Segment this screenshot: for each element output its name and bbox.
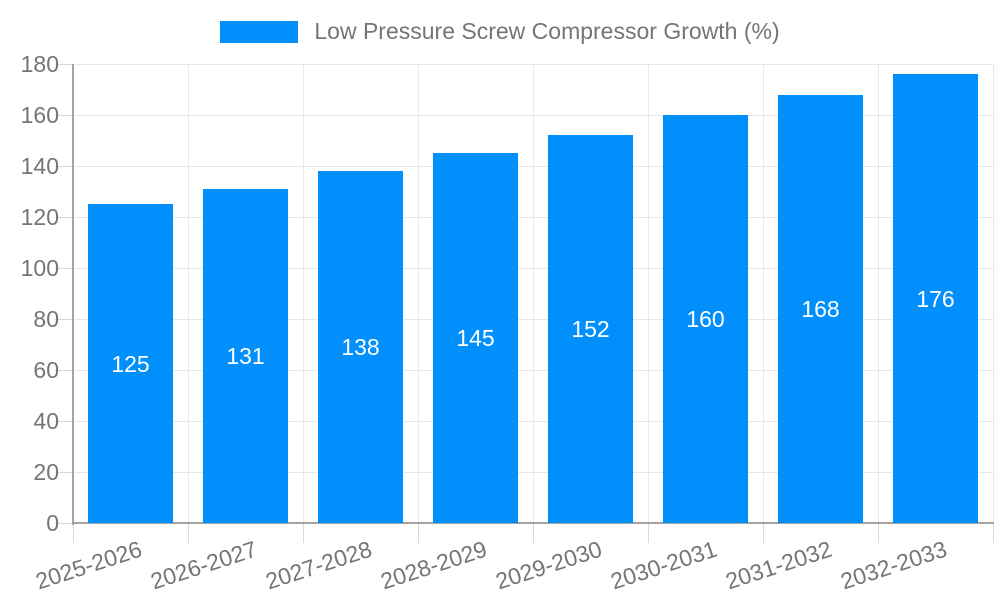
legend-swatch-icon: [220, 20, 299, 43]
x-gridline: [417, 64, 419, 523]
y-axis-tick-label: 180: [20, 51, 59, 77]
y-axis-tick: [55, 369, 73, 371]
y-axis-tick: [55, 318, 73, 320]
bar[interactable]: [203, 188, 288, 523]
legend-label: Low Pressure Screw Compressor Growth (%): [314, 18, 780, 44]
y-axis-tick: [55, 267, 73, 269]
y-axis-tick: [55, 63, 73, 65]
y-axis-tick-label: 40: [33, 408, 59, 434]
y-axis-tick-label: 120: [20, 204, 59, 230]
x-axis-tick: [762, 523, 764, 543]
bar-value-label: 131: [226, 342, 265, 369]
bar-value-label: 138: [341, 334, 380, 361]
y-axis-tick: [55, 114, 73, 116]
x-axis-tick: [877, 523, 879, 543]
y-axis-tick-label: 20: [33, 459, 59, 485]
y-axis-tick-label: 160: [20, 102, 59, 128]
x-gridline: [187, 64, 189, 523]
x-axis-tick: [72, 523, 74, 543]
bar[interactable]: [893, 74, 978, 523]
bar-value-label: 145: [456, 325, 495, 352]
x-axis-line: [72, 522, 994, 524]
y-axis-tick-label: 100: [20, 255, 59, 281]
x-gridline: [302, 64, 304, 523]
x-axis-tick: [532, 523, 534, 543]
bar[interactable]: [778, 94, 863, 523]
legend[interactable]: Low Pressure Screw Compressor Growth (%): [0, 18, 1000, 45]
x-axis-tick: [647, 523, 649, 543]
bar-value-label: 168: [801, 295, 840, 322]
x-gridline: [877, 64, 879, 523]
bar[interactable]: [318, 171, 403, 523]
x-gridline: [992, 64, 994, 523]
bar[interactable]: [433, 153, 518, 523]
x-axis-tick: [417, 523, 419, 543]
x-gridline: [647, 64, 649, 523]
y-axis-tick-label: 60: [33, 357, 59, 383]
y-axis-tick-label: 0: [46, 510, 59, 536]
bar-value-label: 125: [111, 350, 150, 377]
y-axis-tick: [55, 420, 73, 422]
y-axis-line: [72, 64, 74, 525]
y-axis-tick: [55, 165, 73, 167]
x-axis-tick: [302, 523, 304, 543]
x-axis-tick: [992, 523, 994, 543]
y-axis-tick: [55, 216, 73, 218]
y-axis-tick: [55, 471, 73, 473]
y-axis-tick: [55, 522, 73, 524]
bar[interactable]: [663, 115, 748, 523]
x-axis-tick: [187, 523, 189, 543]
bar-value-label: 176: [916, 285, 955, 312]
bar-value-label: 160: [686, 306, 725, 332]
bar[interactable]: [88, 204, 173, 523]
bar-value-label: 152: [571, 316, 610, 343]
x-gridline: [762, 64, 764, 523]
bar[interactable]: [548, 135, 633, 523]
y-axis-tick-label: 140: [20, 153, 59, 179]
x-gridline: [532, 64, 534, 523]
y-axis-tick-label: 80: [33, 306, 59, 332]
